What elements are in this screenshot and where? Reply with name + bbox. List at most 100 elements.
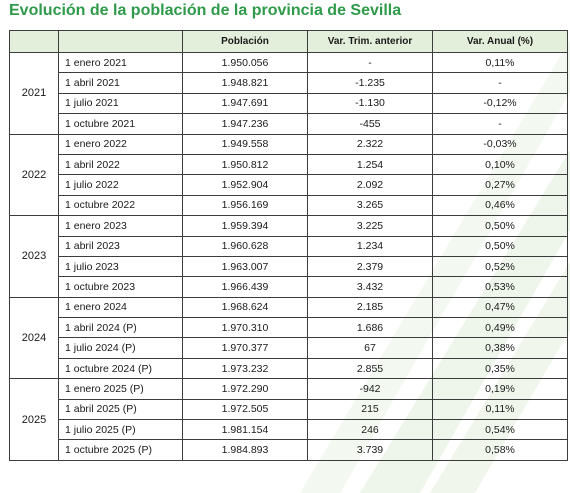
population-cell: 1.968.624 bbox=[182, 296, 308, 319]
annual-change-cell: 0,53% bbox=[432, 276, 568, 298]
table-row: 1 julio 2021 1.947.691 -1.130 -0,12% bbox=[10, 92, 568, 115]
quarterly-change-cell: - bbox=[307, 51, 433, 74]
annual-change-cell: 0,19% bbox=[432, 378, 568, 400]
annual-change-cell: 0,47% bbox=[432, 296, 568, 319]
table-row: 1 abril 2021 1.948.821 -1.235- bbox=[10, 72, 568, 94]
quarterly-change-cell: -455 bbox=[307, 113, 433, 135]
table-row: 1 octubre 2021 1.947.236 -455- bbox=[10, 113, 568, 135]
table-row: 1 julio 2025 (P) 1.981.154 246 0,54% bbox=[10, 419, 568, 441]
quarterly-change-cell: 67 bbox=[307, 337, 433, 359]
annual-change-cell: 0,52% bbox=[432, 255, 568, 278]
header-quarterly-change: Var. Trim. anterior bbox=[307, 30, 433, 53]
table-row: 1 octubre 2025 (P) 1.984.893 3.739 0,58% bbox=[10, 439, 568, 461]
population-cell: 1.984.893 bbox=[182, 439, 308, 461]
year-cell: 2024 bbox=[9, 296, 59, 380]
population-cell: 1.966.439 bbox=[182, 276, 308, 298]
date-cell: 1 octubre 2022 bbox=[58, 194, 183, 217]
population-cell: 1.947.236 bbox=[182, 113, 308, 135]
table-row: 2023 1 enero 2023 1.959.394 3.225 0,50% bbox=[9, 215, 568, 298]
quarterly-change-cell: 2.092 bbox=[307, 174, 433, 196]
quarterly-change-cell: 3.432 bbox=[307, 276, 433, 298]
header-annual-change: Var. Anual (%) bbox=[432, 30, 568, 53]
date-cell: 1 enero 2023 bbox=[58, 215, 183, 237]
quarterly-change-cell: 2.855 bbox=[307, 357, 433, 380]
annual-change-cell: 0,54% bbox=[432, 419, 568, 441]
header-population: Población bbox=[182, 30, 308, 53]
annual-change-cell: 0,50% bbox=[432, 235, 568, 257]
date-cell: 1 abril 2021 bbox=[58, 72, 183, 94]
annual-change-cell: 0,46% bbox=[432, 194, 568, 217]
quarterly-change-cell: 2.185 bbox=[307, 296, 433, 319]
quarterly-change-cell: 1.234 bbox=[307, 235, 433, 257]
quarterly-change-cell: 2.379 bbox=[307, 255, 433, 278]
year-cell: 2021 bbox=[9, 52, 59, 135]
quarterly-change-cell: 3.225 bbox=[307, 215, 433, 237]
quarterly-change-cell: 1.686 bbox=[307, 317, 433, 339]
population-cell: 1.973.232 bbox=[182, 357, 308, 380]
date-cell: 1 octubre 2024 (P) bbox=[58, 357, 183, 380]
population-cell: 1.960.628 bbox=[182, 235, 308, 257]
population-table: Población Var. Trim. anterior Var. Anual… bbox=[9, 30, 568, 461]
date-cell: 1 julio 2021 bbox=[58, 92, 183, 115]
population-cell: 1.947.691 bbox=[182, 92, 308, 115]
header-date bbox=[58, 30, 183, 53]
population-cell: 1.950.056 bbox=[182, 51, 308, 74]
annual-change-cell: 0,11% bbox=[432, 398, 568, 421]
population-cell: 1.959.394 bbox=[182, 215, 308, 237]
annual-change-cell: 0,38% bbox=[432, 337, 568, 359]
annual-change-cell: -0,12% bbox=[432, 92, 568, 115]
quarterly-change-cell: 3.739 bbox=[307, 439, 433, 461]
header-year bbox=[9, 30, 59, 53]
population-cell: 1.956.169 bbox=[182, 194, 308, 217]
annual-change-cell: 0,11% bbox=[432, 51, 568, 74]
table-row: 1 abril 2023 1.960.628 1.234 0,50% bbox=[10, 235, 568, 257]
page-title: Evolución de la población de la provinci… bbox=[9, 2, 402, 19]
date-cell: 1 octubre 2025 (P) bbox=[58, 439, 183, 461]
date-cell: 1 julio 2024 (P) bbox=[58, 337, 183, 359]
table-body: 2021 1 enero 2021 1.950.056-0,11% 1 abril 2… bbox=[9, 51, 568, 461]
population-cell: 1.950.812 bbox=[182, 153, 308, 176]
quarterly-change-cell: 215 bbox=[307, 398, 433, 421]
year-cell: 2022 bbox=[9, 133, 59, 217]
quarterly-change-cell: 246 bbox=[307, 419, 433, 441]
annual-change-cell: 0,35% bbox=[432, 357, 568, 380]
population-cell: 1.949.558 bbox=[182, 133, 308, 155]
date-cell: 1 enero 2022 bbox=[58, 133, 183, 155]
quarterly-change-cell: -1.235 bbox=[307, 72, 433, 94]
table-row: 1 octubre 2024 (P) 1.973.232 2.855 0,35% bbox=[10, 357, 568, 380]
table-row: 1 octubre 2022 1.956.169 3.265 0,46% bbox=[10, 194, 568, 217]
table-row: 2025 1 enero 2025 (P) 1.972.290 -942 0,19% bbox=[9, 378, 568, 461]
quarterly-change-cell: 1.254 bbox=[307, 153, 433, 176]
date-cell: 1 julio 2023 bbox=[58, 255, 183, 278]
annual-change-cell: - bbox=[432, 72, 568, 94]
date-cell: 1 enero 2024 bbox=[58, 296, 183, 319]
annual-change-cell: 0,58% bbox=[432, 439, 568, 461]
table-row: 1 octubre 2023 1.966.439 3.432 0,53% bbox=[10, 276, 568, 298]
population-cell: 1.970.377 bbox=[182, 337, 308, 359]
population-cell: 1.972.505 bbox=[182, 398, 308, 421]
date-cell: 1 octubre 2023 bbox=[58, 276, 183, 298]
table-row: 1 abril 2022 1.950.812 1.254 0,10% bbox=[10, 153, 568, 176]
annual-change-cell: -0,03% bbox=[432, 133, 568, 155]
date-cell: 1 enero 2021 bbox=[58, 51, 183, 74]
annual-change-cell: - bbox=[432, 113, 568, 135]
table-header-row: Población Var. Trim. anterior Var. Anual… bbox=[9, 30, 568, 53]
annual-change-cell: 0,10% bbox=[432, 153, 568, 176]
population-cell: 1.970.310 bbox=[182, 317, 308, 339]
date-cell: 1 abril 2022 bbox=[58, 153, 183, 176]
population-cell: 1.948.821 bbox=[182, 72, 308, 94]
table-row: 1 julio 2022 1.952.904 2.092 0,27% bbox=[10, 174, 568, 196]
date-cell: 1 abril 2023 bbox=[58, 235, 183, 257]
quarterly-change-cell: 2.322 bbox=[307, 133, 433, 155]
table-row: 1 abril 2025 (P) 1.972.505 215 0,11% bbox=[10, 398, 568, 421]
year-cell: 2025 bbox=[9, 378, 59, 461]
table-row: 1 julio 2024 (P) 1.970.377 67 0,38% bbox=[10, 337, 568, 359]
table-row: 2021 1 enero 2021 1.950.056-0,11% bbox=[9, 51, 568, 135]
date-cell: 1 octubre 2021 bbox=[58, 113, 183, 135]
date-cell: 1 julio 2025 (P) bbox=[58, 419, 183, 441]
population-cell: 1.952.904 bbox=[182, 174, 308, 196]
population-cell: 1.981.154 bbox=[182, 419, 308, 441]
date-cell: 1 abril 2025 (P) bbox=[58, 398, 183, 421]
quarterly-change-cell: -1.130 bbox=[307, 92, 433, 115]
year-cell: 2023 bbox=[9, 215, 59, 298]
